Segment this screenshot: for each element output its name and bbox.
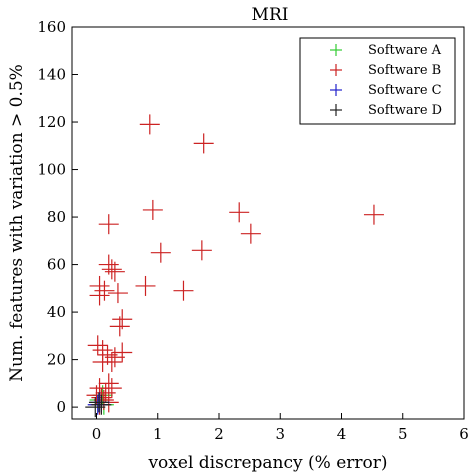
data-point	[87, 335, 108, 356]
legend-marker	[330, 84, 342, 96]
y-tick-label: 0	[56, 398, 66, 416]
legend-marker	[330, 64, 342, 76]
x-axis: 0 1 2 3 4 5 6	[92, 413, 469, 443]
data-point	[98, 373, 119, 394]
data-point	[240, 223, 261, 244]
data-points	[85, 114, 384, 418]
data-point	[104, 347, 125, 368]
y-tick-label: 160	[37, 18, 66, 36]
data-point	[107, 283, 128, 304]
data-point	[139, 114, 160, 135]
x-tick-label: 3	[275, 425, 285, 443]
data-point	[112, 342, 133, 363]
y-tick-label: 80	[47, 208, 66, 226]
data-point	[91, 394, 112, 415]
y-axis-label: Num. features with variation > 0.5%	[7, 64, 27, 382]
data-point	[173, 280, 194, 301]
legend-marker	[330, 104, 342, 116]
legend-label: Software A	[368, 43, 442, 58]
data-point	[135, 275, 156, 296]
y-tick-label: 120	[37, 113, 66, 131]
x-tick-label: 1	[153, 425, 163, 443]
x-tick-label: 6	[459, 425, 469, 443]
y-tick-label: 40	[47, 303, 66, 321]
data-point	[101, 351, 122, 372]
x-tick-label: 2	[214, 425, 224, 443]
y-tick-label: 20	[47, 351, 66, 369]
data-point	[142, 199, 163, 220]
y-tick-label: 140	[37, 66, 66, 84]
y-axis: 0 20 40 60 80 100 120 140 160	[37, 18, 78, 416]
legend-label: Software D	[368, 103, 442, 118]
y-tick-label: 60	[47, 256, 66, 274]
data-point	[88, 392, 109, 413]
legend-box	[299, 37, 456, 125]
x-tick-label: 5	[398, 425, 408, 443]
legend-label: Software C	[368, 83, 442, 98]
x-tick-label: 4	[337, 425, 347, 443]
data-point	[150, 242, 171, 263]
y-tick-label: 100	[37, 161, 66, 179]
data-point	[191, 240, 212, 261]
legend-marker	[330, 44, 342, 56]
data-point	[193, 133, 214, 154]
legend-label: Software B	[368, 63, 441, 78]
legend: Software A Software B Software C Software D	[299, 37, 456, 125]
data-point	[109, 316, 130, 337]
data-point	[229, 202, 250, 223]
data-point	[98, 214, 119, 235]
x-axis-label: voxel discrepancy (% error)	[147, 453, 387, 473]
chart-title: MRI	[252, 5, 289, 25]
data-point	[89, 285, 110, 306]
data-point	[94, 280, 115, 301]
data-point	[363, 204, 384, 225]
x-tick-label: 0	[92, 425, 102, 443]
data-point	[101, 259, 122, 280]
plot-frame	[71, 26, 465, 420]
data-point	[104, 261, 125, 282]
